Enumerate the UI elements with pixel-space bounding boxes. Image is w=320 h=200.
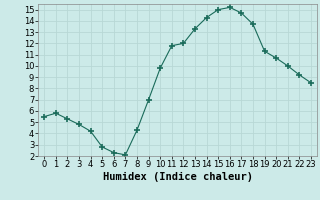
X-axis label: Humidex (Indice chaleur): Humidex (Indice chaleur) bbox=[103, 172, 252, 182]
